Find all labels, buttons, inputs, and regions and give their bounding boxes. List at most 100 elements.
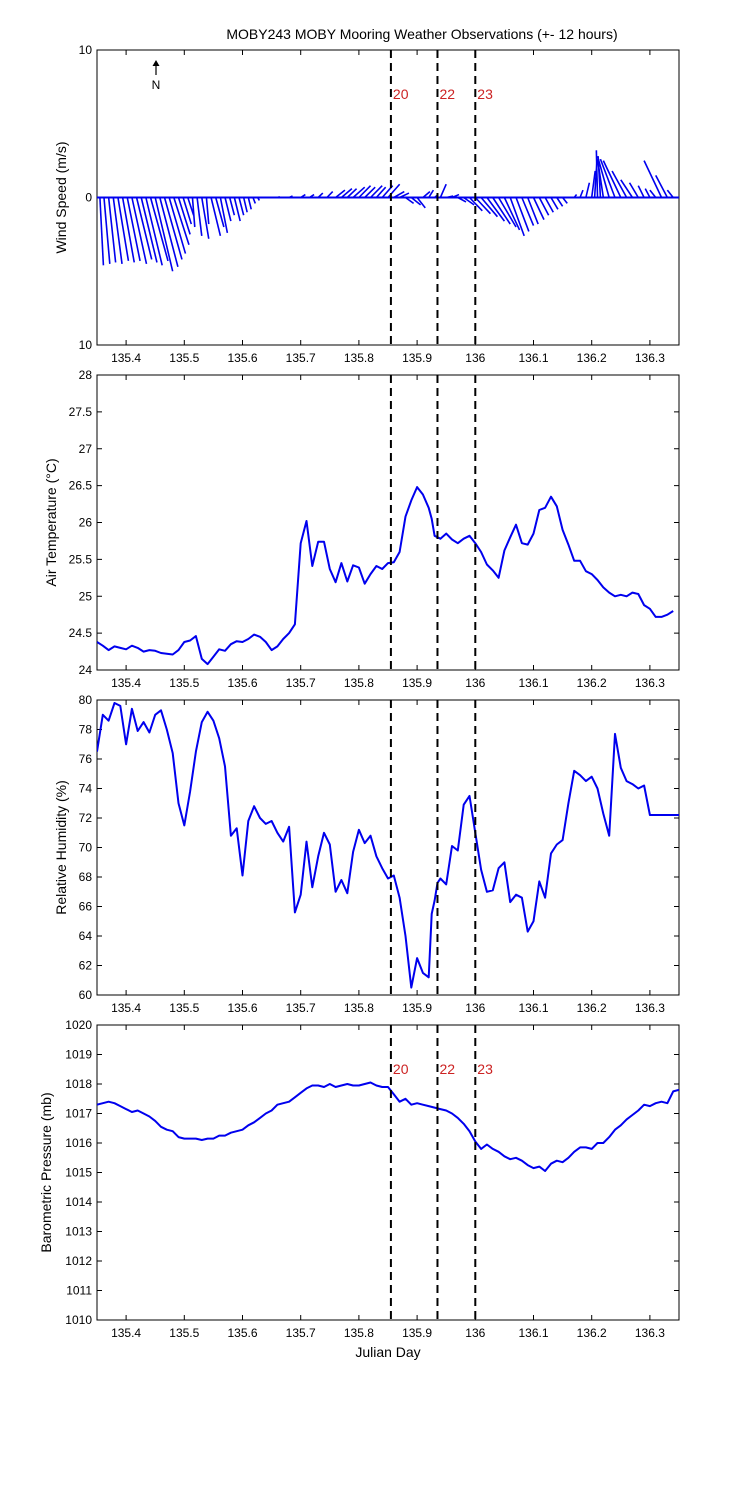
wind-vector xyxy=(228,197,236,216)
wind-vector xyxy=(497,197,517,228)
y-tick-label: 1020 xyxy=(65,1018,92,1032)
y-axis-label: Relative Humidity (%) xyxy=(53,780,69,915)
x-tick-label: 135.6 xyxy=(227,676,257,690)
y-tick-label: 25 xyxy=(79,589,93,603)
wind-vector xyxy=(486,197,506,222)
event-marker-label: 23 xyxy=(477,1061,493,1077)
wind-vector xyxy=(288,195,293,199)
wind-vector xyxy=(149,197,169,262)
x-tick-label: 135.7 xyxy=(286,676,316,690)
x-tick-label: 135.4 xyxy=(111,1001,141,1015)
wind-vector xyxy=(428,189,435,198)
x-tick-label: 136.3 xyxy=(635,1001,665,1015)
y-tick-label: 25.5 xyxy=(69,552,93,566)
air-temperature-panel: 135.4 135.5 135.6 135.7 135.8 135.9 136 136.1 13… xyxy=(43,368,680,690)
wind-vector xyxy=(422,190,431,199)
wind-vector xyxy=(117,197,130,262)
wind-vector xyxy=(596,155,610,198)
wind-vector xyxy=(103,197,111,264)
y-tick-label: 72 xyxy=(79,811,93,825)
data-layer xyxy=(97,486,674,666)
y-tick-label: 1010 xyxy=(65,1313,92,1327)
wind-vector xyxy=(375,186,387,199)
wind-vector xyxy=(503,197,521,231)
wind-vector xyxy=(309,193,315,199)
plot-frame xyxy=(96,699,680,996)
wind-vector xyxy=(256,197,261,201)
y-tick-label: 62 xyxy=(79,959,93,973)
wind-vector xyxy=(644,188,651,198)
wind-vector xyxy=(410,196,422,206)
y-tick-label: 28 xyxy=(79,368,93,382)
wind-vector xyxy=(163,197,183,260)
event-marker-label: 20 xyxy=(393,86,409,102)
wind-vector xyxy=(596,159,605,198)
event-marker-label: 22 xyxy=(439,1061,455,1077)
x-tick-label: 135.8 xyxy=(344,1326,374,1340)
wind-vector xyxy=(317,192,324,199)
y-tick-label: 60 xyxy=(79,988,93,1002)
wind-vector xyxy=(666,189,674,198)
data-layer xyxy=(97,702,679,989)
wind-vector xyxy=(369,185,383,199)
wind-vector xyxy=(159,197,179,268)
x-tick-label: 136 xyxy=(465,1001,485,1015)
wind-vector xyxy=(187,197,195,216)
event-marker-label: 23 xyxy=(477,86,493,102)
wind-vector xyxy=(191,197,196,228)
wind-vector xyxy=(468,196,483,212)
wind-vector xyxy=(550,197,559,210)
wind-vector xyxy=(526,197,539,225)
wind-vector xyxy=(335,189,346,199)
wind-vector xyxy=(145,197,163,266)
wind-vector xyxy=(277,195,280,199)
y-tick-label: 1013 xyxy=(65,1225,92,1239)
series-line xyxy=(97,1081,679,1172)
wind-vector xyxy=(585,182,591,198)
wind-vector xyxy=(214,197,225,228)
y-axis-label: Air Temperature (°C) xyxy=(43,458,59,586)
x-tick-label: 136.1 xyxy=(518,1001,548,1015)
y-tick-label: 1015 xyxy=(65,1166,92,1180)
y-tick-label: 1019 xyxy=(65,1048,92,1062)
wind-vector xyxy=(637,185,645,198)
wind-vector xyxy=(457,196,467,203)
wind-vector xyxy=(154,197,174,272)
wind-vector xyxy=(416,197,426,209)
y-axis-label: Barometric Pressure (mb) xyxy=(38,1092,54,1252)
wind-vector xyxy=(238,197,245,216)
wind-vector xyxy=(177,197,191,235)
wind-vector xyxy=(224,197,232,222)
wind-vector xyxy=(173,197,190,245)
x-tick-label: 135.4 xyxy=(111,351,141,365)
x-tick-label: 136 xyxy=(465,676,485,690)
x-tick-label: 135.4 xyxy=(111,1326,141,1340)
wind-vector xyxy=(480,196,499,218)
x-tick-label: 136 xyxy=(465,351,485,365)
north-label: N xyxy=(152,78,161,92)
wind-vector xyxy=(446,195,454,199)
y-tick-label: 10 xyxy=(79,43,93,57)
wind-vector xyxy=(219,197,229,234)
x-tick-label: 136.2 xyxy=(577,351,607,365)
x-tick-label: 135.5 xyxy=(169,351,199,365)
event-marker-label: 20 xyxy=(393,1061,409,1077)
x-tick-label: 135.9 xyxy=(402,676,432,690)
wind-vector xyxy=(655,175,669,198)
wind-vector xyxy=(247,197,253,210)
wind-vector xyxy=(112,197,123,264)
wind-vector xyxy=(509,197,525,237)
wind-vector xyxy=(393,190,405,199)
y-tick-label: 76 xyxy=(79,752,93,766)
wind-vector xyxy=(205,197,210,225)
wind-vector xyxy=(590,170,596,198)
wind-vector xyxy=(611,170,628,198)
wind-vector xyxy=(242,197,248,213)
x-tick-label: 136.1 xyxy=(518,1326,548,1340)
wind-vector xyxy=(352,186,366,199)
x-tick-label: 136.3 xyxy=(635,676,665,690)
wind-vector xyxy=(126,197,141,262)
x-tick-label: 135.9 xyxy=(402,1001,432,1015)
wind-vector xyxy=(538,197,550,216)
